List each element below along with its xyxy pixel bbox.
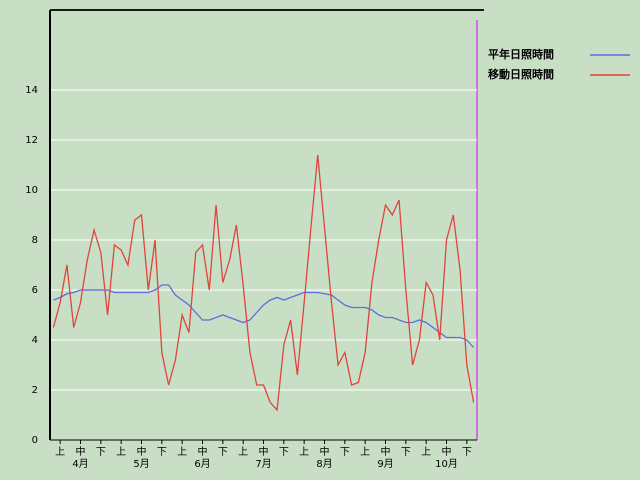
legend-label: 平年日照時間: [488, 47, 554, 61]
month-label: 10月: [435, 458, 458, 470]
x-tick-label: 中: [198, 445, 208, 458]
x-tick-label: 中: [137, 445, 147, 458]
month-label: 7月: [255, 458, 271, 470]
x-tick-label: 上: [360, 446, 370, 458]
x-tick-label: 下: [340, 447, 350, 458]
series-line: [53, 284, 475, 348]
x-tick-label: 下: [96, 447, 106, 458]
x-tick-label: 上: [177, 446, 187, 458]
x-tick-label: 下: [218, 447, 228, 458]
month-label: 5月: [133, 458, 149, 470]
x-tick-label: 中: [442, 445, 452, 458]
x-tick-label: 下: [279, 447, 289, 458]
y-tick-label: 2: [32, 385, 38, 396]
x-tick-label: 中: [259, 445, 269, 458]
legend-label: 移動日照時間: [488, 67, 554, 81]
y-tick-label: 10: [25, 185, 38, 196]
x-tick-label: 下: [462, 447, 472, 458]
x-tick-label: 中: [381, 445, 391, 458]
month-label: 4月: [72, 458, 88, 470]
y-tick-label: 6: [32, 285, 38, 296]
y-tick-label: 12: [25, 135, 38, 146]
x-tick-label: 中: [76, 445, 86, 458]
month-label: 6月: [194, 458, 210, 470]
month-label: 9月: [377, 458, 393, 470]
x-tick-label: 下: [401, 447, 411, 458]
x-tick-label: 上: [55, 446, 65, 458]
x-tick-label: 上: [116, 446, 126, 458]
x-tick-label: 上: [299, 446, 309, 458]
x-tick-label: 上: [421, 446, 431, 458]
y-tick-label: 8: [32, 235, 38, 246]
y-tick-label: 4: [32, 335, 38, 346]
y-tick-label: 14: [25, 85, 38, 96]
x-tick-label: 上: [238, 446, 248, 458]
y-tick-label: 0: [32, 435, 38, 446]
x-tick-label: 中: [320, 445, 330, 458]
series-line: [52, 154, 475, 412]
month-label: 8月: [316, 458, 332, 470]
x-tick-label: 下: [157, 447, 167, 458]
